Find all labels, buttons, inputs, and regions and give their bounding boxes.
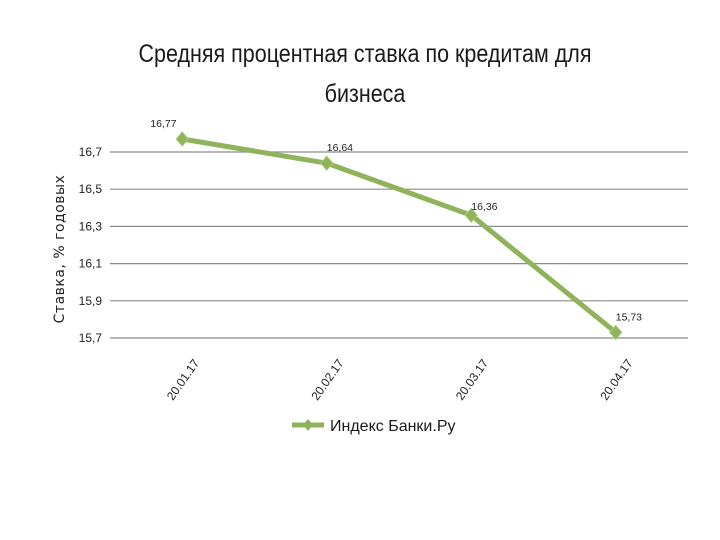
data-point <box>464 207 478 224</box>
x-tick-label: 20.03.17 <box>453 356 491 403</box>
data-label: 16,36 <box>471 201 497 213</box>
x-axis-ticks: 20.01.17 20.02.17 20.03.17 20.04.17 <box>164 356 636 403</box>
y-tick-label: 15,9 <box>79 294 103 308</box>
data-label: 15,73 <box>616 311 642 323</box>
y-axis-title: Ставка, % годовых <box>52 175 68 324</box>
y-tick-label: 15,7 <box>79 331 103 345</box>
series-line <box>179 136 619 335</box>
legend: Индекс Банки.Ру <box>292 418 455 435</box>
legend-label: Индекс Банки.Ру <box>330 418 455 435</box>
x-tick-label: 20.02.17 <box>308 356 346 403</box>
y-tick-label: 16,1 <box>79 257 103 271</box>
data-point <box>175 131 189 147</box>
data-label: 16,64 <box>327 142 353 154</box>
x-tick-label: 20.04.17 <box>597 356 635 403</box>
y-tick-label: 16,5 <box>79 182 103 196</box>
y-tick-label: 16,7 <box>79 145 103 159</box>
y-axis-ticks: 15,7 15,9 16,1 16,3 16,5 16,7 <box>79 145 103 345</box>
y-tick-label: 16,3 <box>79 219 103 233</box>
x-tick-label: 20.01.17 <box>164 356 202 403</box>
data-point <box>320 155 334 171</box>
data-label: 16,77 <box>150 118 176 130</box>
legend-marker <box>303 419 313 431</box>
data-point <box>609 324 623 341</box>
series-layer: 16,77 16,64 16,36 15,73 <box>150 118 642 341</box>
grid-lines <box>110 151 688 339</box>
chart-title: Средняя процентная ставка по кредитам дл… <box>138 40 592 108</box>
